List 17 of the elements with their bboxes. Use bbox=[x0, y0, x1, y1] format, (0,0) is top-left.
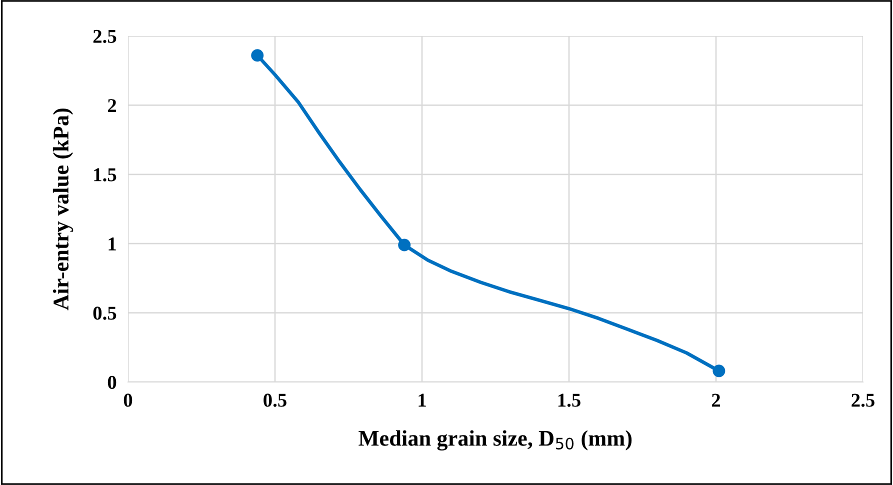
y-tick-label: 2.5 bbox=[93, 30, 116, 44]
y-tick-label: 0.5 bbox=[93, 306, 116, 320]
x-tick-label: 1 bbox=[418, 394, 426, 407]
x-tick-label: 2 bbox=[712, 394, 720, 407]
y-tick-label: 1 bbox=[108, 238, 116, 250]
x-axis-title: Median grain size, D$_{50}$ (mm) bbox=[358, 430, 632, 451]
y-axis-title: Air-entry value (kPa) bbox=[52, 108, 74, 310]
point bbox=[251, 49, 264, 62]
point bbox=[398, 238, 411, 252]
y-tick-label: 1.5 bbox=[94, 168, 116, 182]
x-tick-label: 2.5 bbox=[852, 394, 874, 407]
x-tick-label: 0 bbox=[124, 394, 132, 407]
y-tick-label: 2 bbox=[108, 99, 116, 112]
point bbox=[712, 364, 726, 378]
x-tick-label: 0.5 bbox=[264, 394, 286, 407]
y-tick-label: 0 bbox=[108, 376, 116, 389]
x-tick-label: 1.5 bbox=[558, 394, 580, 407]
